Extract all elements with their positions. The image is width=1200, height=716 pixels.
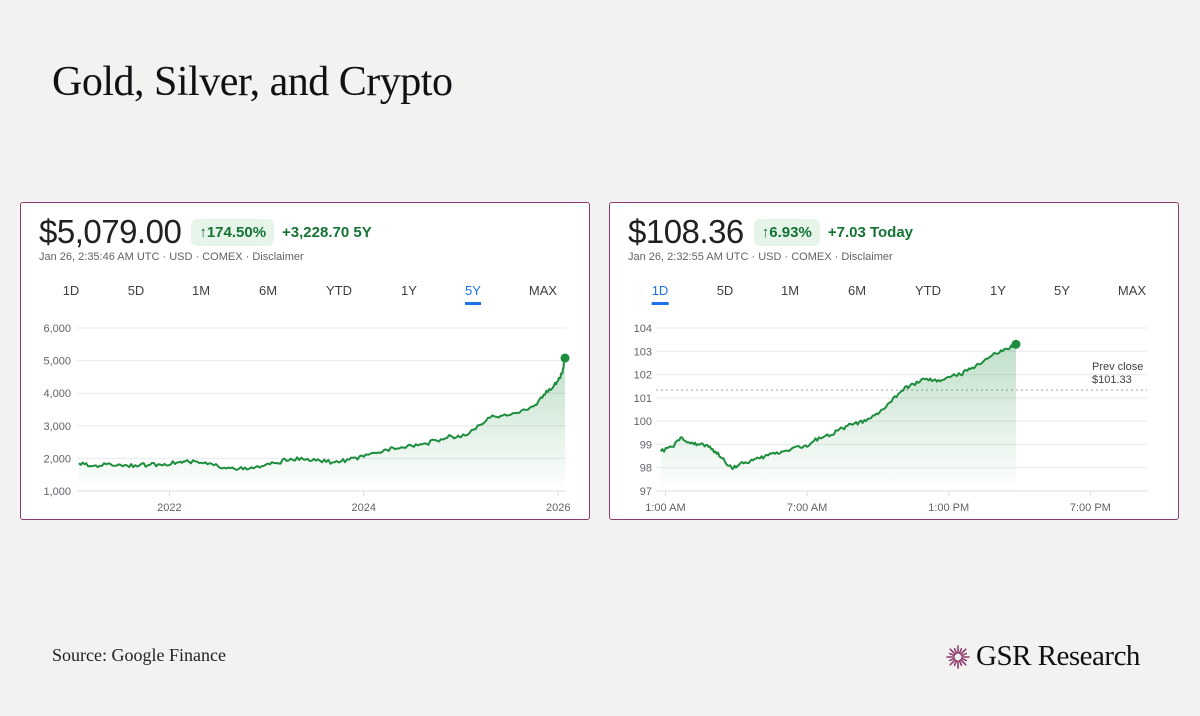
silver-prev-close-label: Prev close <box>1092 361 1143 373</box>
silver-tab-1m[interactable]: 1M <box>780 283 800 298</box>
slide-title: Gold, Silver, and Crypto <box>52 59 453 105</box>
gold-percent-badge: ↑174.50% <box>191 218 275 246</box>
silver-x-tick-label: 1:00 AM <box>645 502 685 514</box>
logo-ray <box>953 659 958 666</box>
gold-chart-card: $5,079.00 ↑174.50% +3,228.70 5Y Jan 26, … <box>20 202 590 520</box>
silver-tab-ytd[interactable]: YTD <box>915 283 941 298</box>
silver-y-tick-label: 102 <box>634 370 652 382</box>
logo-ray <box>960 658 967 666</box>
silver-tab-5d[interactable]: 5D <box>716 283 734 298</box>
logo-ray <box>953 647 958 654</box>
silver-chart-card: $108.36 ↑6.93% +7.03 Today Jan 26, 2:32:… <box>609 202 1179 520</box>
gold-y-tick-label: 2,000 <box>43 453 71 465</box>
gold-tab-ytd[interactable]: YTD <box>326 283 352 298</box>
gold-tab-1y[interactable]: 1Y <box>401 283 417 298</box>
silver-price-row: $108.36 ↑6.93% +7.03 Today <box>628 213 913 251</box>
silver-percent-badge: ↑6.93% <box>753 218 820 246</box>
gold-last-point <box>560 353 570 363</box>
gold-tab-1m[interactable]: 1M <box>191 283 211 298</box>
silver-y-tick-label: 97 <box>640 486 652 498</box>
silver-tab-max[interactable]: MAX <box>1117 283 1147 298</box>
silver-meta: Jan 26, 2:32:55 AM UTC · USD · COMEX · D… <box>628 251 893 263</box>
gold-tab-6m[interactable]: 6M <box>258 283 278 298</box>
gold-x-tick-label: 2022 <box>157 502 181 514</box>
gold-y-tick-label: 3,000 <box>43 421 71 433</box>
gold-tab-5d[interactable]: 5D <box>127 283 145 298</box>
silver-x-tick-label: 7:00 AM <box>787 502 827 514</box>
silver-tab-5y[interactable]: 5Y <box>1054 283 1070 298</box>
silver-prev-close-value: $101.33 <box>1092 374 1132 386</box>
gsr-logo-icon <box>946 644 970 669</box>
silver-price: $108.36 <box>628 213 744 250</box>
silver-chart: 97 98 99 100 101 102 103 104 1:00 AM 7:00 AM 1:00 … <box>634 323 1147 514</box>
source-note: Source: Google Finance <box>52 645 226 665</box>
logo-ray <box>960 647 967 655</box>
gold-y-tick-label: 4,000 <box>43 388 71 400</box>
silver-change: +7.03 Today <box>827 223 914 241</box>
gsr-logo-text: GSR Research <box>976 640 1140 672</box>
silver-area-fill <box>660 343 1016 491</box>
gold-price-line <box>78 357 566 471</box>
gsr-logo: GSR Research <box>946 640 1140 673</box>
logo-ray <box>949 658 956 666</box>
silver-y-tick-label: 98 <box>640 463 652 475</box>
logo-ray <box>958 659 963 666</box>
gold-y-tick-label: 1,000 <box>43 486 71 498</box>
gold-range-tabs: 1D 5D 1M 6M YTD 1Y 5Y MAX <box>21 283 589 307</box>
silver-x-tick-label: 1:00 PM <box>928 502 969 514</box>
gold-meta: Jan 26, 2:35:46 AM UTC · USD · COMEX · D… <box>39 251 304 263</box>
logo-ray <box>960 657 968 661</box>
silver-tab-6m[interactable]: 6M <box>847 283 867 298</box>
silver-tab-1d[interactable]: 1D <box>651 283 669 305</box>
silver-y-tick-label: 100 <box>634 416 652 428</box>
silver-y-tick-label: 99 <box>640 439 652 451</box>
logo-ray <box>949 647 956 655</box>
gold-y-tick-label: 5,000 <box>43 356 71 368</box>
silver-y-tick-label: 104 <box>634 323 652 335</box>
logo-ray <box>958 647 963 654</box>
silver-y-tick-label: 101 <box>634 393 652 405</box>
silver-tab-1y[interactable]: 1Y <box>990 283 1006 298</box>
gold-x-tick-label: 2024 <box>352 502 376 514</box>
logo-ray <box>960 652 968 656</box>
gold-tab-5y[interactable]: 5Y <box>465 283 481 305</box>
gold-tab-1d[interactable]: 1D <box>62 283 80 298</box>
gold-x-tick-label: 2026 <box>546 502 570 514</box>
logo-ray <box>948 657 956 661</box>
logo-ray <box>948 652 956 656</box>
silver-x-tick-label: 7:00 PM <box>1070 502 1111 514</box>
silver-y-tick-label: 103 <box>634 346 652 358</box>
gold-area-fill <box>78 358 566 491</box>
gold-tab-max[interactable]: MAX <box>528 283 558 298</box>
gold-y-tick-label: 6,000 <box>43 323 71 335</box>
gold-price: $5,079.00 <box>39 213 182 250</box>
gold-change: +3,228.70 5Y <box>282 223 372 241</box>
gold-price-row: $5,079.00 ↑174.50% +3,228.70 5Y <box>39 213 372 251</box>
silver-price-line <box>659 342 1017 471</box>
silver-range-tabs: 1D 5D 1M 6M YTD 1Y 5Y MAX <box>610 283 1178 307</box>
gold-chart: 1,000 2,000 3,000 4,000 5,000 6,000 2022 2024 20… <box>43 323 570 514</box>
silver-last-point <box>1011 339 1021 349</box>
